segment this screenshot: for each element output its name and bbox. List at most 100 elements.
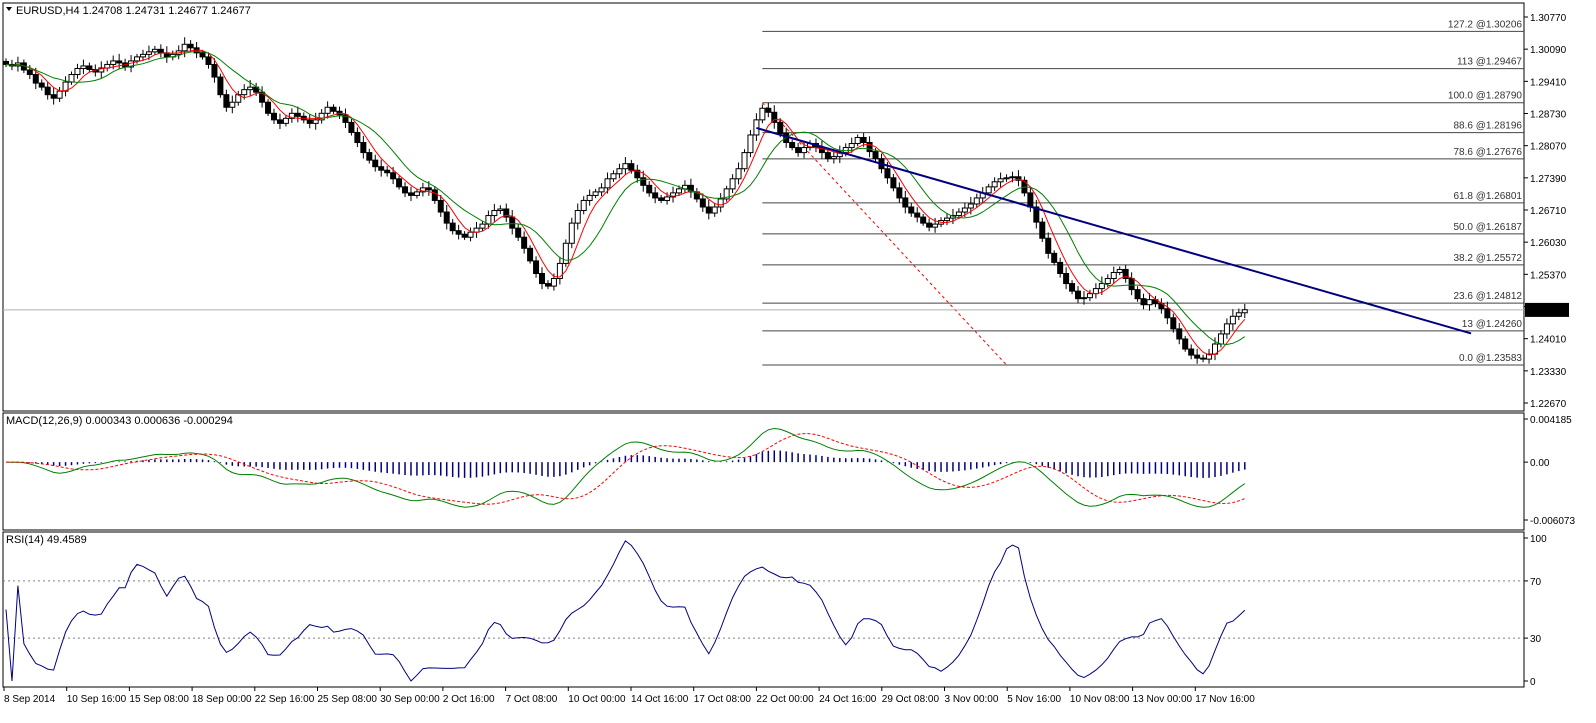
candle-body: [1170, 317, 1177, 330]
fib-level-label: 100.0 @1.28790: [1448, 91, 1523, 102]
candle-body: [265, 101, 272, 114]
candle-body: [151, 48, 158, 53]
candle-body: [282, 117, 289, 124]
candle-body: [687, 184, 694, 193]
candle-body: [413, 191, 420, 196]
candle-body: [68, 74, 75, 83]
candle-body: [479, 223, 486, 229]
time-axis-label: 13 Nov 00:00: [1133, 694, 1193, 705]
candle-body: [1039, 221, 1046, 239]
candle-body: [675, 188, 682, 194]
candle-body: [1206, 353, 1213, 360]
candle-body: [74, 67, 81, 76]
candle-body: [961, 207, 968, 213]
candle-body: [610, 173, 617, 180]
fib-level-label: 113 @1.29467: [1457, 57, 1522, 68]
candle-body: [431, 189, 438, 201]
price-axis-label: 1.28730: [1530, 110, 1567, 121]
time-axis-label: 10 Sep 16:00: [67, 694, 127, 705]
candle-body: [306, 119, 313, 124]
candle-body: [98, 67, 105, 73]
candle-body: [455, 230, 462, 235]
candle-body: [795, 147, 802, 154]
candle-body: [765, 107, 772, 113]
candle-body: [1140, 298, 1147, 306]
rsi-title: RSI(14) 49.4589: [6, 534, 87, 546]
candle-body: [145, 51, 152, 55]
candle-body: [914, 212, 921, 218]
time-axis-label: 7 Oct 08:00: [506, 694, 558, 705]
candle-body: [449, 222, 456, 232]
candle-body: [884, 168, 891, 179]
rsi-axis-label: 0: [1530, 677, 1536, 688]
candle-body: [110, 60, 117, 65]
candle-body: [32, 74, 39, 84]
candle-body: [1057, 261, 1064, 274]
candle-body: [390, 172, 397, 180]
time-axis-label: 3 Nov 00:00: [945, 694, 999, 705]
candle-body: [217, 76, 224, 96]
fib-level-label: 0.0 @1.23583: [1459, 353, 1522, 364]
price-axis-label: 1.25370: [1530, 270, 1567, 281]
price-axis-label: 1.26030: [1530, 238, 1567, 249]
candle-body: [384, 169, 391, 174]
ma-slow-line: [5, 51, 1246, 346]
time-axis-label: 10 Oct 00:00: [568, 694, 626, 705]
time-axis-label: 17 Nov 16:00: [1195, 694, 1255, 705]
trendline: [756, 126, 1472, 335]
candle-body: [652, 192, 659, 199]
price-panel-frame: [2, 2, 1525, 412]
candle-body: [372, 159, 379, 168]
candle-body: [348, 121, 355, 133]
candle-body: [407, 192, 414, 196]
fib-level-label: 50.0 @1.26187: [1453, 222, 1522, 233]
candle-body: [604, 178, 611, 189]
candle-body: [932, 223, 939, 228]
time-axis-label: 24 Oct 16:00: [819, 694, 877, 705]
price-axis-label: 1.22670: [1530, 399, 1567, 410]
candle-body: [1217, 333, 1224, 345]
candle-body: [402, 186, 409, 194]
candle-body: [139, 53, 146, 58]
candle-body: [985, 186, 992, 194]
candle-body: [86, 65, 93, 70]
candle-body: [134, 56, 141, 62]
time-axis-label: 25 Sep 08:00: [318, 694, 378, 705]
time-axis-label: 29 Oct 08:00: [882, 694, 940, 705]
candle-body: [294, 112, 301, 117]
time-axis-label: 15 Sep 08:00: [129, 694, 189, 705]
ma-fast-line: [5, 49, 1246, 356]
time-axis-label: 14 Oct 16:00: [631, 694, 689, 705]
candle-body: [1134, 289, 1141, 300]
time-axis-label: 2 Oct 16:00: [443, 694, 495, 705]
macd-axis-label: 0.004185: [1530, 415, 1572, 426]
fib-level-label: 88.6 @1.28196: [1453, 121, 1522, 132]
candle-body: [1051, 252, 1058, 263]
dropdown-icon: [6, 7, 12, 11]
rsi-panel-frame: [2, 531, 1525, 688]
candle-body: [830, 156, 837, 160]
macd-axis-label: -0.006073: [1530, 516, 1575, 527]
candle-body: [360, 142, 367, 154]
rsi-axis-label: 30: [1530, 634, 1542, 645]
candle-body: [116, 60, 123, 64]
candle-body: [443, 211, 450, 224]
candle-body: [521, 236, 528, 249]
candle-body: [771, 111, 778, 123]
candle-body: [902, 197, 909, 208]
candle-body: [181, 43, 188, 52]
candle-body: [1003, 177, 1010, 180]
price-axis-label: 1.29410: [1530, 77, 1567, 88]
candle-body: [497, 208, 504, 212]
candle-body: [759, 107, 766, 121]
candle-body: [205, 56, 212, 65]
candle-body: [509, 216, 516, 229]
candle-body: [288, 112, 295, 119]
candle-body: [550, 278, 557, 287]
fib-level-label: 13 @1.24260: [1462, 319, 1523, 330]
candle-body: [199, 52, 206, 58]
macd-signal-line: [5, 433, 1245, 505]
candle-body: [801, 147, 808, 154]
candle-body: [1164, 308, 1171, 319]
